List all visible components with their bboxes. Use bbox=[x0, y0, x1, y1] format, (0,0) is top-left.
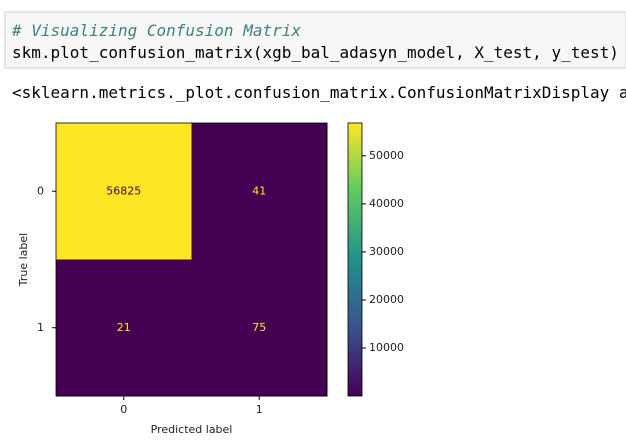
colorbar-tick-label: 30000 bbox=[369, 245, 404, 258]
confusion-matrix: 56825 41 21 75 0 1 0 1 Predicted label True label… bbox=[17, 122, 404, 436]
code-comment: # Visualizing Confusion Matrix bbox=[11, 21, 301, 40]
cell-label: 21 bbox=[117, 321, 131, 334]
matrix-cell bbox=[56, 259, 192, 397]
code-line: skm.plot_confusion_matrix(xgb_bal_adasyn… bbox=[12, 43, 619, 62]
plot-frame bbox=[55, 122, 328, 397]
cell-label: 75 bbox=[252, 321, 266, 334]
cell-label: 41 bbox=[252, 184, 266, 197]
y-tick-label: 1 bbox=[37, 321, 44, 334]
colorbar-tick-label: 50000 bbox=[369, 149, 404, 162]
y-tick-label: 0 bbox=[37, 184, 44, 197]
x-tick-label: 0 bbox=[120, 403, 127, 416]
matrix-cell bbox=[191, 123, 328, 260]
colorbar bbox=[347, 122, 363, 397]
matrix-cell bbox=[191, 259, 328, 397]
x-axis-label: Predicted label bbox=[151, 423, 233, 436]
colorbar-tick-label: 20000 bbox=[369, 293, 404, 306]
colorbar-tick-label: 40000 bbox=[369, 197, 404, 210]
cell-label: 56825 bbox=[106, 184, 141, 197]
y-axis-label: True label bbox=[17, 233, 30, 287]
matrix-cell bbox=[56, 123, 192, 260]
code-cell[interactable] bbox=[4, 11, 626, 69]
x-tick-label: 1 bbox=[256, 403, 263, 416]
cell-output: <sklearn.metrics._plot.confusion_matrix.… bbox=[12, 83, 626, 102]
colorbar-tick-label: 10000 bbox=[369, 341, 404, 354]
